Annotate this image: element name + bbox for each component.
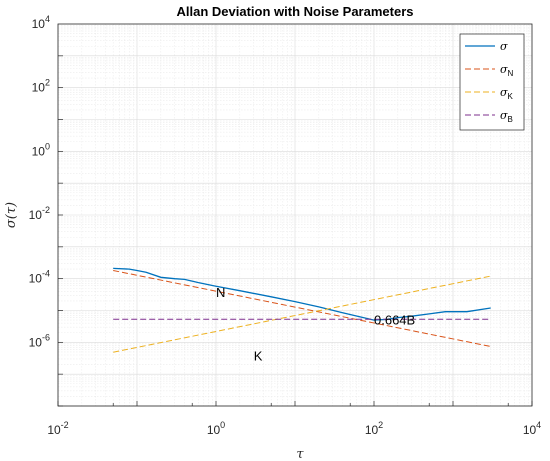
series-line-k bbox=[113, 275, 491, 353]
y-tick-label-exponent: -6 bbox=[42, 332, 50, 342]
annotation-label: K bbox=[254, 349, 263, 364]
y-tick-label-exponent: -4 bbox=[42, 269, 50, 279]
x-tick-label-exponent: 2 bbox=[378, 420, 383, 430]
x-tick-label-exponent: -2 bbox=[61, 420, 69, 430]
chart-title: Allan Deviation with Noise Parameters bbox=[177, 4, 414, 19]
x-tick-label-exponent: 0 bbox=[220, 420, 225, 430]
annotation-layer: N K 0.664B bbox=[216, 285, 415, 364]
y-tick-label-exponent: -2 bbox=[42, 205, 50, 215]
y-axis-label: σ(τ) bbox=[4, 202, 19, 228]
y-tick-label-exponent: 2 bbox=[45, 78, 50, 88]
legend-box bbox=[459, 33, 525, 131]
annotation-label: 0.664B bbox=[374, 312, 415, 327]
legend-entry-subscript: B bbox=[508, 115, 513, 124]
legend-entry-subscript: K bbox=[508, 92, 514, 101]
legend-entry-label: σ bbox=[500, 40, 508, 53]
series-layer bbox=[113, 267, 491, 353]
series-line-n bbox=[113, 270, 491, 347]
y-tick-label-exponent: 4 bbox=[45, 14, 50, 24]
series-line-sigma bbox=[113, 267, 491, 321]
axis-ticks bbox=[57, 55, 533, 407]
y-tick-label-exponent: 0 bbox=[45, 141, 50, 151]
annotation-label: N bbox=[216, 285, 225, 300]
x-tick-label-exponent: 4 bbox=[536, 420, 541, 430]
x-axis-label: τ bbox=[296, 447, 304, 461]
legend-entry-subscript: N bbox=[508, 69, 514, 78]
